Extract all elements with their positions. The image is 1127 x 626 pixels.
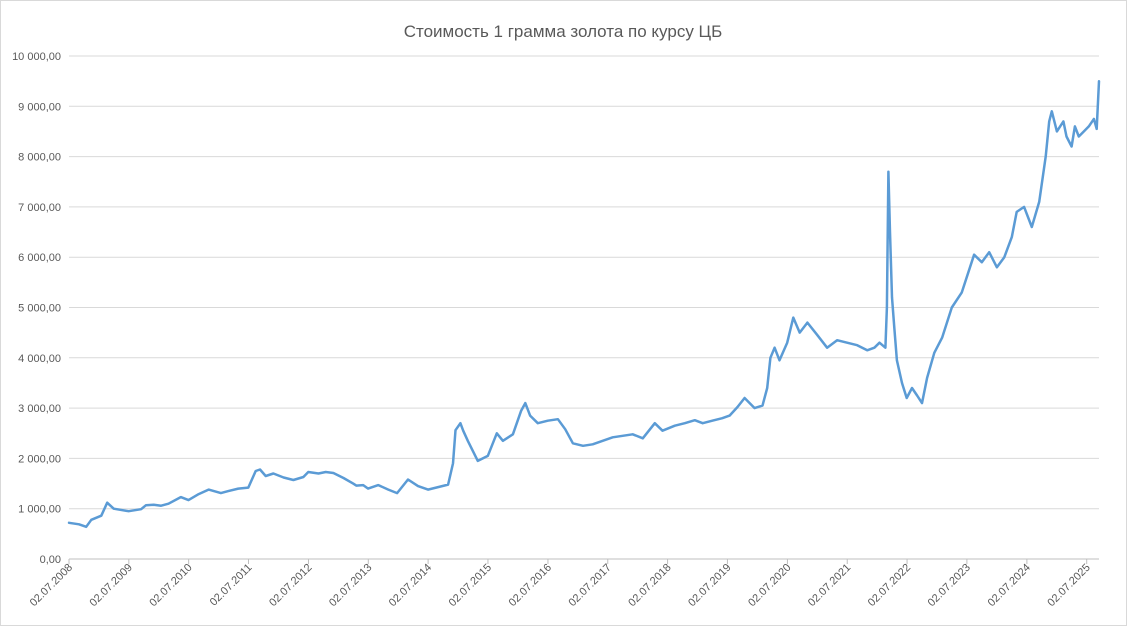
x-tick-label: 02.07.2021 [806,562,853,609]
x-tick-label: 02.07.2016 [507,562,554,609]
y-tick-label: 5 000,00 [18,303,61,315]
x-tick-label: 02.07.2012 [267,562,314,609]
x-tick-label: 02.07.2018 [626,562,673,609]
x-tick-label: 02.07.2025 [1045,562,1092,609]
y-tick-label: 0,00 [40,554,61,566]
y-tick-label: 10 000,00 [12,51,61,63]
y-tick-label: 7 000,00 [18,202,61,214]
x-tick-label: 02.07.2019 [686,562,733,609]
x-tick-label: 02.07.2011 [208,562,255,609]
x-tick-label: 02.07.2009 [88,562,135,609]
y-tick-label: 3 000,00 [18,403,61,415]
x-tick-label: 02.07.2020 [746,562,793,609]
y-tick-label: 4 000,00 [18,353,61,365]
y-tick-label: 8 000,00 [18,152,61,164]
y-tick-label: 6 000,00 [18,252,61,264]
x-tick-label: 02.07.2022 [866,562,913,609]
x-tick-label: 02.07.2015 [447,562,494,609]
x-tick-label: 02.07.2013 [327,562,374,609]
chart-title: Стоимость 1 грамма золота по курсу ЦБ [404,22,723,41]
x-tick-label: 02.07.2023 [926,562,973,609]
y-tick-label: 1 000,00 [18,504,61,516]
x-tick-label: 02.07.2024 [986,562,1033,609]
gridlines [69,55,1099,560]
y-axis-ticks: 0,00 1 000,00 2 000,00 3 000,00 4 000,00 5 00… [12,51,61,566]
x-tick-label: 02.07.2014 [387,562,434,609]
x-tick-label: 02.07.2010 [147,562,194,609]
series-line [67,79,1101,529]
x-tick-label: 02.07.2008 [28,562,75,609]
series-layer [67,79,1101,529]
x-tick-label: 02.07.2017 [566,562,613,609]
y-tick-label: 9 000,00 [18,101,61,113]
y-tick-label: 2 000,00 [18,453,61,465]
x-axis-ticks: 02.07.2008 02.07.2009 02.07.2010 02.07.2011… [28,559,1093,609]
